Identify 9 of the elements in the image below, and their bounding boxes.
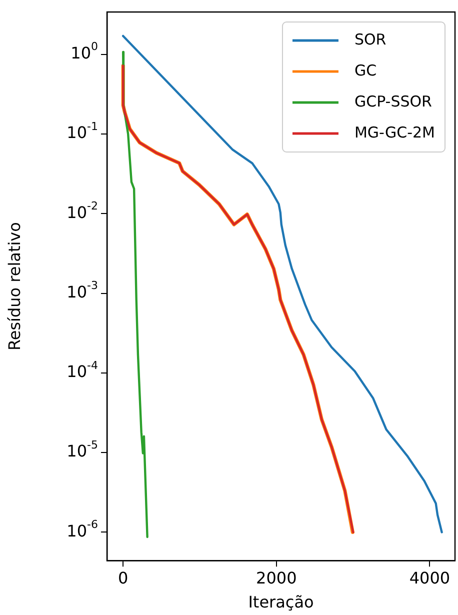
legend-label: SOR: [354, 30, 386, 48]
legend-label: MG-GC-2M: [354, 123, 436, 142]
x-tick-label: 0: [118, 568, 128, 588]
y-axis-title: Resíduo relativo: [4, 222, 24, 351]
x-tick-label: 4000: [409, 568, 450, 588]
legend-label: GC: [354, 61, 377, 80]
legend-label: GCP-SSOR: [354, 92, 432, 110]
x-axis-title: Iteração: [248, 592, 314, 612]
x-tick-label: 2000: [256, 568, 297, 588]
